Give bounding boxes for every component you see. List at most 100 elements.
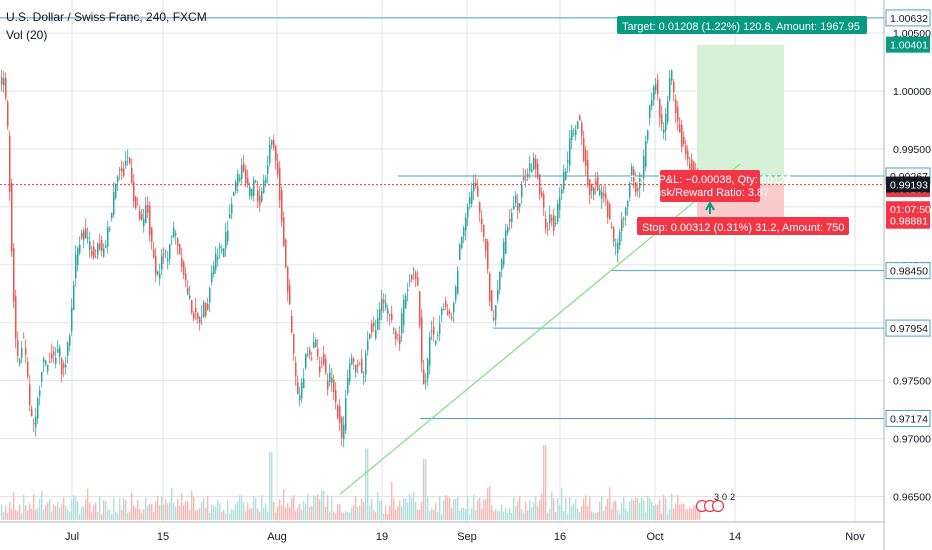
stop-label-bg [637,217,849,235]
candle-body [423,369,425,385]
candle-body [683,137,685,144]
candle-body [593,187,595,196]
candle-body [689,164,691,169]
volume-bar [571,505,573,520]
candle-body [659,99,661,118]
candle-body [55,357,57,364]
candle-body [247,177,249,185]
candle-body [143,219,145,227]
volume-bar [691,508,693,520]
volume-bar [213,506,215,520]
candle-body [557,203,559,222]
candle-body [551,217,553,221]
candle-body [459,244,461,260]
time-tick-label: 15 [157,531,169,543]
candle-body [357,364,359,367]
candle-body [257,190,259,201]
position-labels[interactable]: Target: 0.01208 (1.22%) 120.8, Amount: 1… [617,16,867,513]
candle-body [577,121,579,129]
volume-bar [565,497,567,520]
candle-body [171,235,173,237]
volume-bar [455,498,457,520]
volume-bar [307,494,309,520]
volume-bar [605,506,607,520]
candle-body [61,358,63,375]
candle-body [621,218,623,232]
volume-bar [99,496,101,520]
candle-body [587,159,589,185]
candle-body [591,183,593,191]
volume-bar [637,498,639,520]
candle-body [325,358,327,373]
candle-body [555,222,557,224]
volume-bar [31,508,33,520]
volume-bar [131,492,133,520]
volume-bar [283,489,285,520]
candle-body [661,114,663,124]
volume-bar [185,501,187,520]
volume-bar [407,502,409,520]
candle-body [109,228,111,231]
volume-bar [121,509,123,520]
time-axis[interactable]: Jul 15 Aug 19 Sep 16 Oct 14 Nov [65,531,865,543]
volume-bar [155,501,157,520]
candle-body [349,363,351,382]
target-zone [697,44,784,185]
position-zones [697,44,784,221]
volume-bar [693,505,695,520]
volume-bar [191,490,193,520]
volume-bar [497,510,499,520]
volume-bar [517,501,519,520]
candle-body [81,232,83,238]
volume-bar [179,505,181,520]
candlestick-series[interactable] [1,69,701,448]
time-tick-label: 14 [729,531,741,543]
candle-body [649,105,651,119]
volume-bar [129,512,131,520]
event-marker-label: 3 [714,492,719,502]
candle-body [647,130,649,140]
candle-body [525,179,527,181]
volume-bar [57,501,59,520]
candle-body [153,249,155,258]
candle-body [329,372,331,383]
candle-body [313,342,315,348]
scale-badge: 0.98881 [890,216,928,228]
volume-bar [89,502,91,520]
candle-body [483,224,485,237]
volume-bar [67,509,69,520]
volume-bar [215,506,217,520]
candle-body [145,205,147,224]
candle-body [467,206,469,218]
time-tick-label: Jul [65,531,79,543]
candle-body [219,246,221,249]
volume-bar [611,508,613,520]
candle-body [297,382,299,394]
candle-body [473,182,475,192]
price-scale[interactable]: 1.006321.005001.000000.995000.990000.985… [885,9,931,504]
symbol-title[interactable]: U.S. Dollar / Swiss Franc, 240, FXCM [6,10,207,24]
volume-bar [63,497,65,520]
time-tick-label: Oct [646,531,663,543]
volume-bar [689,507,691,520]
volume-bar [499,510,501,520]
candle-body [65,365,67,368]
candle-body [293,333,295,354]
level-badge: 0.97954 [890,323,928,335]
volume-bar [83,506,85,520]
candle-body [245,169,247,184]
candle-body [355,364,357,373]
volume-bar [9,502,11,520]
volume-bar [557,498,559,520]
candle-body [27,362,29,377]
volume-title[interactable]: Vol (20) [6,28,48,42]
volume-bar [665,497,667,520]
volume-bar [189,510,191,520]
volume-bar [563,511,565,520]
candle-body [601,191,603,199]
candle-body [687,150,689,160]
candle-body [437,334,439,336]
price-tick-label: 0.96500 [893,492,931,504]
candle-body [657,79,659,95]
